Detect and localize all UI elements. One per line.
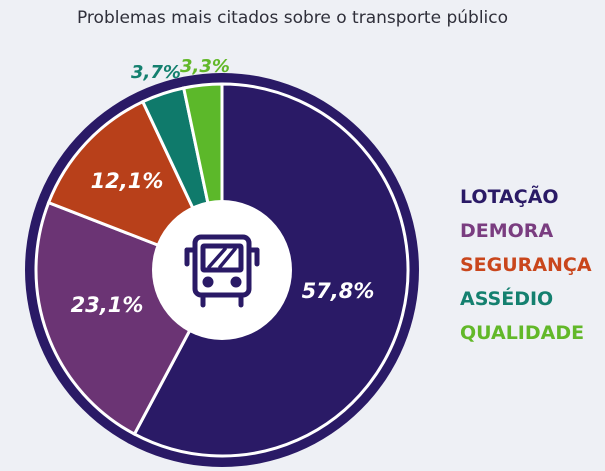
value-label-4: 3,3%	[180, 56, 230, 77]
value-label-3: 3,7%	[131, 62, 181, 83]
legend-item-4: QUALIDADE	[460, 322, 585, 344]
value-label-0: 57,8%	[302, 279, 375, 303]
value-labels-group: 57,8% 23,1% 12,1% 3,7% 3,3%	[71, 56, 375, 317]
legend: LOTAÇÃO DEMORA SEGURANÇA ASSÉDIO QUALIDADE	[460, 180, 592, 350]
legend-item-1: DEMORA	[460, 220, 554, 242]
legend-item-2: SEGURANÇA	[460, 254, 592, 276]
legend-item-3: ASSÉDIO	[460, 288, 554, 310]
bus-icon	[184, 234, 260, 308]
legend-item-0: LOTAÇÃO	[460, 186, 559, 208]
value-label-2: 12,1%	[91, 169, 164, 193]
chart-title: Problemas mais citados sobre o transport…	[76, 8, 509, 28]
value-label-1: 23,1%	[71, 293, 144, 317]
slices-group	[34, 82, 410, 458]
